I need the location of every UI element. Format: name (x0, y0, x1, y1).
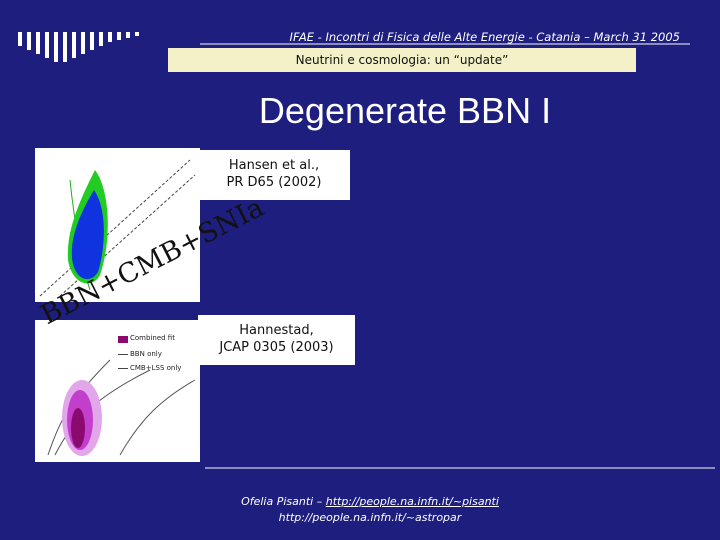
citation-line: Hannestad, (239, 323, 314, 339)
subtitle: Neutrini e cosmologia: un “update” (168, 48, 636, 72)
citation-line: PR D65 (2002) (226, 175, 322, 190)
citation: Hannestad, JCAP 0305 (2003) (198, 315, 355, 365)
footer-link: http://people.na.infn.it/~astropar (278, 511, 462, 524)
legend-entry: Combined fit (130, 334, 175, 342)
legend-entry: BBN only (130, 350, 162, 358)
link[interactable]: http://people.na.infn.it/~pisanti (325, 495, 499, 508)
conference: IFAE - Incontri di Fisica delle Alte Ene… (289, 30, 680, 44)
citation-line: JCAP 0305 (2003) (219, 340, 334, 355)
citation-line: Hansen et al., (228, 158, 320, 174)
legend-entry: CMB+LSS only (130, 364, 182, 372)
footer-line: Ofelia Pisanti – http://people.na.infn.i… (150, 495, 590, 508)
title: Degenerate BBN I (258, 90, 552, 131)
citation: Hansen et al., PR D65 (2002) (198, 150, 350, 200)
author: Ofelia Pisanti – (241, 495, 323, 508)
